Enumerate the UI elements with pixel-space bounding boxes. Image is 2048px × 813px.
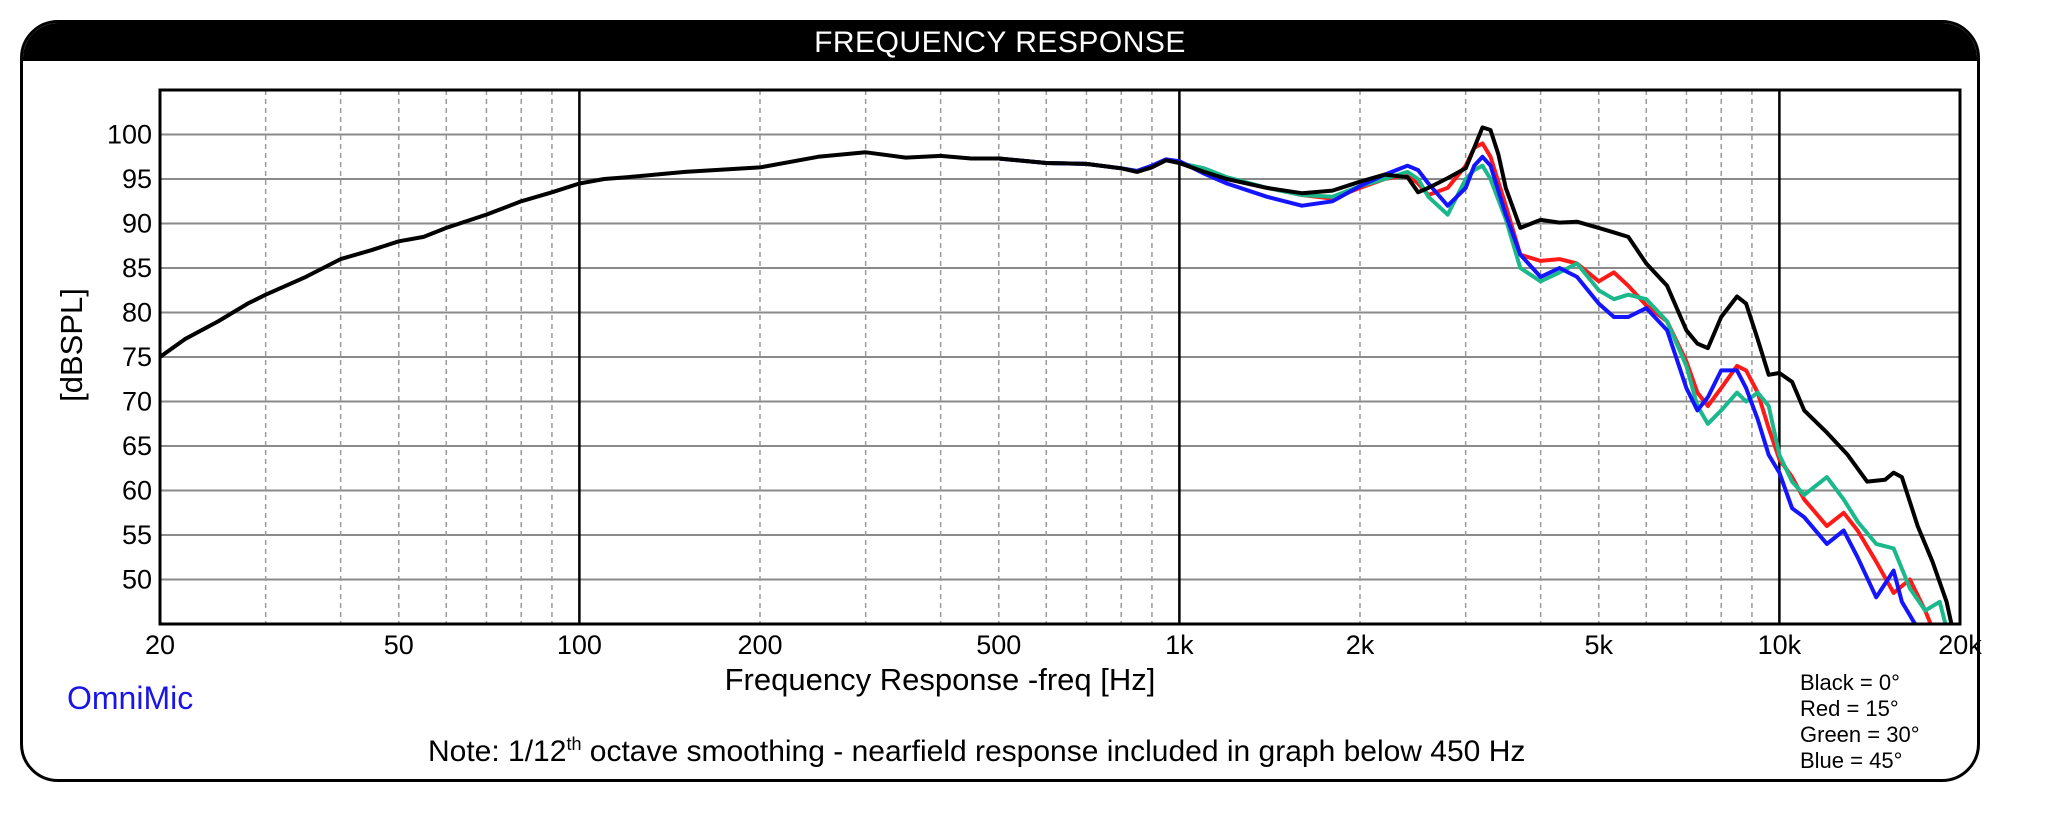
x-tick-label: 50 <box>384 630 414 660</box>
y-tick-label: 55 <box>122 520 152 550</box>
y-tick-label: 80 <box>122 298 152 328</box>
legend-item-green: Green = 30° <box>1800 722 1920 747</box>
x-tick-label: 10k <box>1758 630 1802 660</box>
series-line-2 <box>996 156 1948 624</box>
legend-item-red: Red = 15° <box>1800 696 1899 721</box>
legend-item-black: Black = 0° <box>1800 670 1900 695</box>
note-superscript: th <box>566 734 582 754</box>
x-tick-label: 100 <box>557 630 602 660</box>
x-tick-label: 2k <box>1346 630 1375 660</box>
note-suffix: octave smoothing - nearfield response in… <box>581 735 1526 768</box>
x-tick-label: 5k <box>1584 630 1613 660</box>
x-axis-label: Frequency Response -freq [Hz] <box>725 662 1156 697</box>
plot-border <box>158 88 1962 626</box>
y-tick-label: 90 <box>122 209 152 239</box>
series-line-0 <box>160 125 1954 624</box>
y-tick-label: 85 <box>122 253 152 283</box>
legend: Black = 0° Red = 15° Green = 30° Blue = … <box>1800 670 1920 774</box>
note-prefix: Note: 1/12 <box>428 735 567 768</box>
y-tick-label: 50 <box>122 565 152 595</box>
tick-labels: 20 50 100 200 500 1k 2k 5k 10k 20k 100 95 90 85 80 75 70… <box>107 120 1982 661</box>
y-tick-label: 95 <box>122 164 152 194</box>
y-axis-label: [dBSPL] <box>54 288 89 402</box>
y-tick-label: 60 <box>122 476 152 506</box>
smoothing-note: Note: 1/12th octave smoothing - nearfiel… <box>428 734 1525 769</box>
y-tick-label: 70 <box>122 387 152 417</box>
legend-item-blue: Blue = 45° <box>1800 748 1903 773</box>
x-tick-label: 200 <box>737 630 782 660</box>
y-tick-label: 65 <box>122 431 152 461</box>
y-tick-label: 100 <box>107 120 152 150</box>
brand-label: OmniMic <box>67 680 194 716</box>
x-tick-label: 500 <box>976 630 1021 660</box>
chart-title: FREQUENCY RESPONSE <box>23 23 1977 61</box>
grid <box>159 90 1961 624</box>
series-layer <box>160 125 1954 624</box>
series-line-3 <box>996 154 1918 624</box>
y-tick-label: 75 <box>122 342 152 372</box>
x-tick-label: 20 <box>145 630 175 660</box>
x-tick-label: 20k <box>1938 630 1982 660</box>
x-tick-label: 1k <box>1165 630 1194 660</box>
